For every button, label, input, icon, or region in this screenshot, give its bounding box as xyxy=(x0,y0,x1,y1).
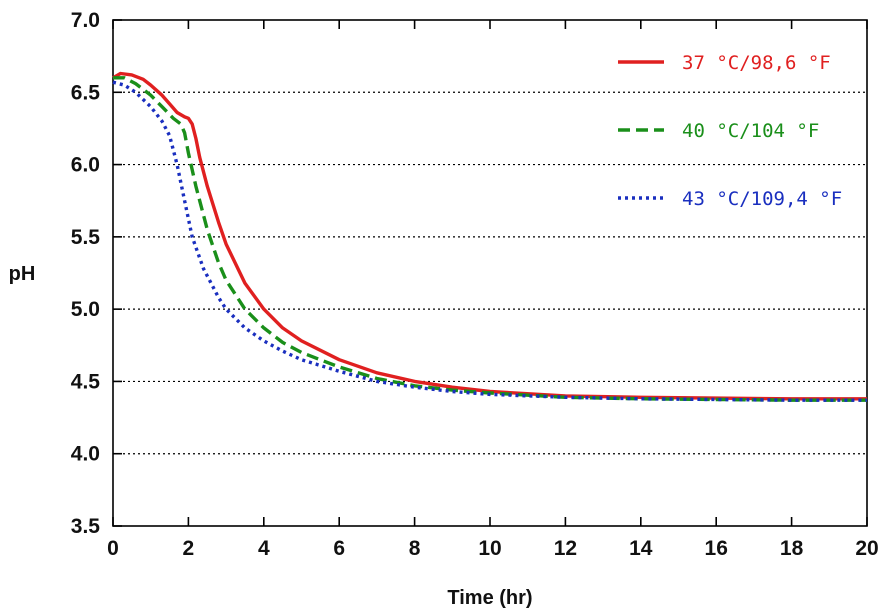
y-tick-label: 4.0 xyxy=(71,443,100,466)
x-tick-label: 20 xyxy=(855,537,878,560)
axis-ticks: 3.5 4.0 4.5 5.0 5.5 6.0 6.5 7.0 0 2 4 6 8 10 12 14 16 18 2… xyxy=(71,9,879,560)
y-tick-label: 7.0 xyxy=(71,9,100,32)
legend-label-3: 43 °C/109,4 °F xyxy=(682,188,842,210)
y-tick-label: 3.5 xyxy=(71,515,101,538)
plot-frame xyxy=(112,19,868,527)
x-axis-title: Time (hr) xyxy=(447,587,532,609)
y-tick-label: 4.5 xyxy=(71,370,101,393)
y-tick-label: 6.0 xyxy=(71,154,100,177)
series-lines xyxy=(112,71,867,402)
y-axis-title: pH xyxy=(9,263,36,285)
legend-label-2: 40 °C/104 °F xyxy=(682,120,819,142)
x-tick-label: 18 xyxy=(780,537,804,560)
x-tick-label: 4 xyxy=(258,537,270,560)
y-tick-label: 6.5 xyxy=(71,81,101,104)
x-tick-label: 16 xyxy=(705,537,728,560)
x-tick-label: 8 xyxy=(409,537,421,560)
series-line-2 xyxy=(113,76,867,402)
y-tick-label: 5.0 xyxy=(71,298,100,321)
x-tick-label: 2 xyxy=(183,537,195,560)
legend-label-1: 37 °C/98,6 °F xyxy=(682,52,831,74)
x-tick-label: 12 xyxy=(554,537,577,560)
y-tick-label: 5.5 xyxy=(71,226,101,249)
series-line-3 xyxy=(112,80,867,402)
x-tick-label: 10 xyxy=(478,537,501,560)
legend: 37 °C/98,6 °F 40 °C/104 °F 43 °C/109,4 °F xyxy=(618,52,842,210)
x-tick-label: 6 xyxy=(333,537,345,560)
x-tick-label: 0 xyxy=(107,537,119,560)
x-tick-label: 14 xyxy=(629,537,653,560)
gridlines xyxy=(113,91,867,455)
